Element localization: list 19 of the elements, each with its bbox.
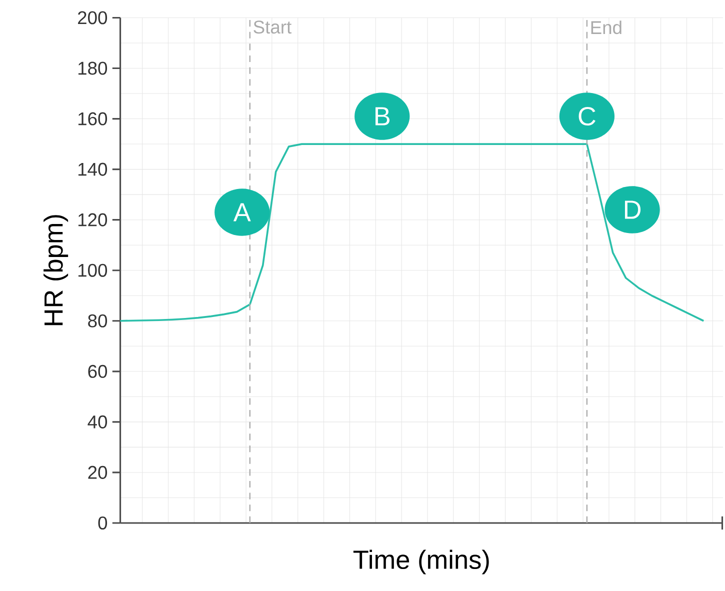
y-tick-label: 40 [88,415,108,428]
annotation: C [578,106,596,126]
y-tick-label: 0 [98,516,108,530]
annotation: Start [254,20,292,34]
y-tick-label: 80 [88,314,108,328]
y-tick-label: 100 [78,264,108,277]
y-tick-label: 20 [88,466,108,479]
y-tick-label: 120 [78,213,108,226]
annotation: D [624,200,641,219]
annotation: End [591,20,622,34]
y-tick-label: 160 [78,112,108,126]
y-tick-label: 140 [78,162,108,176]
y-tick-label: 60 [88,364,108,378]
y-axis-title: HR (bpm) [44,215,68,326]
x-axis-title: Time (mins) [353,550,489,574]
annotation: B [376,107,390,126]
y-tick-label: 180 [78,62,108,75]
annotation: A [233,203,251,222]
y-tick-label: 200 [78,11,108,24]
